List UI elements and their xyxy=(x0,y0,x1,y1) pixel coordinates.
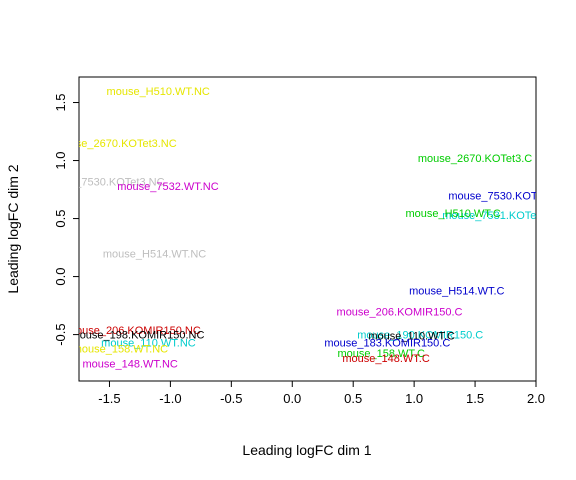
plot-frame xyxy=(78,76,537,382)
x-tick-label: 1.0 xyxy=(405,391,423,406)
point-label: mouse_190.KOMIR150.C xyxy=(357,330,483,342)
point-label: mouse_2670.KOTet3.NC xyxy=(54,138,176,150)
x-tick-label: 0.0 xyxy=(283,391,301,406)
point-label: mouse_7530.KOTet3.NC xyxy=(42,176,164,188)
x-tick-label: -1.0 xyxy=(159,391,181,406)
points-layer: mouse_H510.WT.NC mouse_2670.KOTet3.NCmous… xyxy=(42,86,562,371)
point-label: mouse_2670.KOTet3.C xyxy=(418,153,532,165)
point-label: mouse_198.KOMIR150.NC xyxy=(71,330,205,342)
x-tick-label: 2.0 xyxy=(527,391,545,406)
point-label: mouse_148.WT.C xyxy=(342,353,429,365)
y-tick-label: 0.0 xyxy=(53,268,68,286)
point-label: mouse_206.KOMIR150.NC xyxy=(67,325,201,337)
point-label: mouse_7531.KOTet3.C xyxy=(442,210,556,222)
y-tick-label: 1.5 xyxy=(53,93,68,111)
point-label: mouse_148.WT.NC xyxy=(82,359,177,371)
x-tick-label: 1.5 xyxy=(466,391,484,406)
point-label: mouse_7532.WT.NC xyxy=(117,181,219,193)
x-tick-label: -0.5 xyxy=(220,391,242,406)
x-axis: -1.5 -1.0 -0.5 0.0 0.5 1.0 1.5 2.0 xyxy=(98,381,545,406)
x-tick-label: 0.5 xyxy=(344,391,362,406)
point-label: mouse_206.KOMIR150.C xyxy=(337,306,463,318)
point-label: mouse_H510.WT.C xyxy=(405,208,500,220)
point-label: mouse_110.WT.C xyxy=(368,331,455,343)
x-tick-label: -1.5 xyxy=(98,391,120,406)
point-label: mouse_7530.KOTet3.C xyxy=(448,190,562,202)
y-tick-label: 1.0 xyxy=(53,152,68,170)
point-label: mouse_183.KOMIR150.C xyxy=(324,338,450,350)
y-tick-label: 0.5 xyxy=(53,210,68,228)
point-label: mouse_H514.WT.C xyxy=(409,285,504,297)
point-label: mouse_H514.WT.NC xyxy=(103,248,206,260)
point-label: mouse_158.WT.NC xyxy=(73,344,168,356)
point-label: mouse_158.WT.C xyxy=(338,348,425,360)
point-label: mouse_H510.WT.NC xyxy=(107,86,210,98)
y-axis: -0.5 0.0 0.5 1.0 1.5 xyxy=(53,93,79,346)
point-label: mouse_110.WT.NC xyxy=(101,338,196,350)
y-axis-label: Leading logFC dim 2 xyxy=(5,164,21,293)
y-tick-label: -0.5 xyxy=(53,323,68,345)
x-axis-label: Leading logFC dim 1 xyxy=(242,442,371,458)
